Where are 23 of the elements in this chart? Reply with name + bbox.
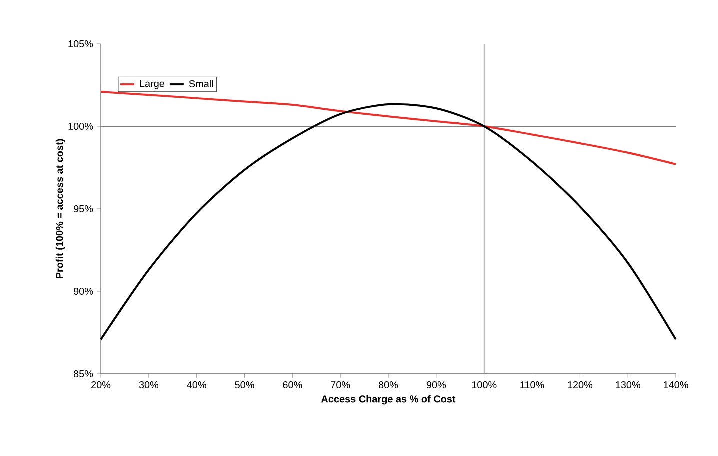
x-tick-label: 140% <box>664 382 688 389</box>
x-tick-label: 20% <box>92 382 111 389</box>
x-tick-label: 100% <box>472 382 497 389</box>
y-tick-label: 90% <box>74 288 94 296</box>
line-series <box>100 91 678 166</box>
x-tick-label: 130% <box>616 382 640 389</box>
x-axis-title: Access Charge as % of Cost <box>321 395 456 405</box>
y-tick-label: 105% <box>68 40 94 48</box>
x-tick-label: 60% <box>283 382 302 389</box>
x-tick-label: 80% <box>378 382 398 389</box>
x-tick-label: 70% <box>331 382 350 389</box>
y-tick-label: 85% <box>74 370 94 378</box>
y-axis-title: Profit (100% = access at cost) <box>56 139 66 278</box>
legend-label: Small <box>189 80 214 88</box>
x-tick-label: 50% <box>235 382 254 389</box>
y-tick-label: 100% <box>68 122 94 130</box>
x-tick-label: 30% <box>139 382 159 389</box>
y-tick-label: 95% <box>74 205 94 213</box>
x-tick-label: 90% <box>426 382 446 389</box>
x-tick-label: 120% <box>568 382 593 389</box>
legend-label: Large <box>140 80 164 90</box>
x-tick-label: 110% <box>520 382 544 389</box>
x-tick-label: 40% <box>187 382 206 389</box>
